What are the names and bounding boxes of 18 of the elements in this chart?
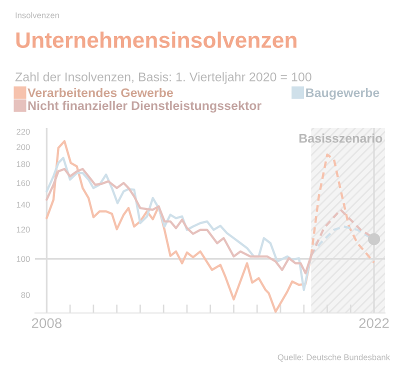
- y-tick-label: 180: [16, 161, 30, 168]
- y-tick-label: 200: [16, 144, 30, 150]
- legend-label: Verarbeitendes Gewerbe: [28, 88, 173, 98]
- text: Insolvenzen: [16, 12, 59, 18]
- legend-label: Nicht finanzieller Dienstleistungssektor: [28, 100, 262, 113]
- band-label: Basisszenario: [299, 134, 382, 143]
- x-tick-label: 2022: [359, 318, 389, 328]
- y-tick-label: 100: [16, 256, 30, 262]
- chart-subtitle: Zahl der Insolvenzen, Basis: 1. Vierteljahr 2020 = 100: [15, 72, 312, 84]
- y-tick-label: 140: [16, 202, 30, 208]
- y-tick-label: 160: [16, 180, 30, 186]
- y-tick-label: 220: [16, 128, 30, 135]
- source-note: Quelle: Deutsche Bundesbank: [278, 354, 390, 362]
- x-tick-label: 2008: [32, 318, 62, 328]
- chart-title: Unternehmensinsolvenzen: [16, 32, 296, 48]
- legend-label: Baugewerbe: [306, 88, 380, 100]
- y-tick-label: 80: [21, 292, 30, 298]
- y-tick-label: 120: [16, 226, 30, 233]
